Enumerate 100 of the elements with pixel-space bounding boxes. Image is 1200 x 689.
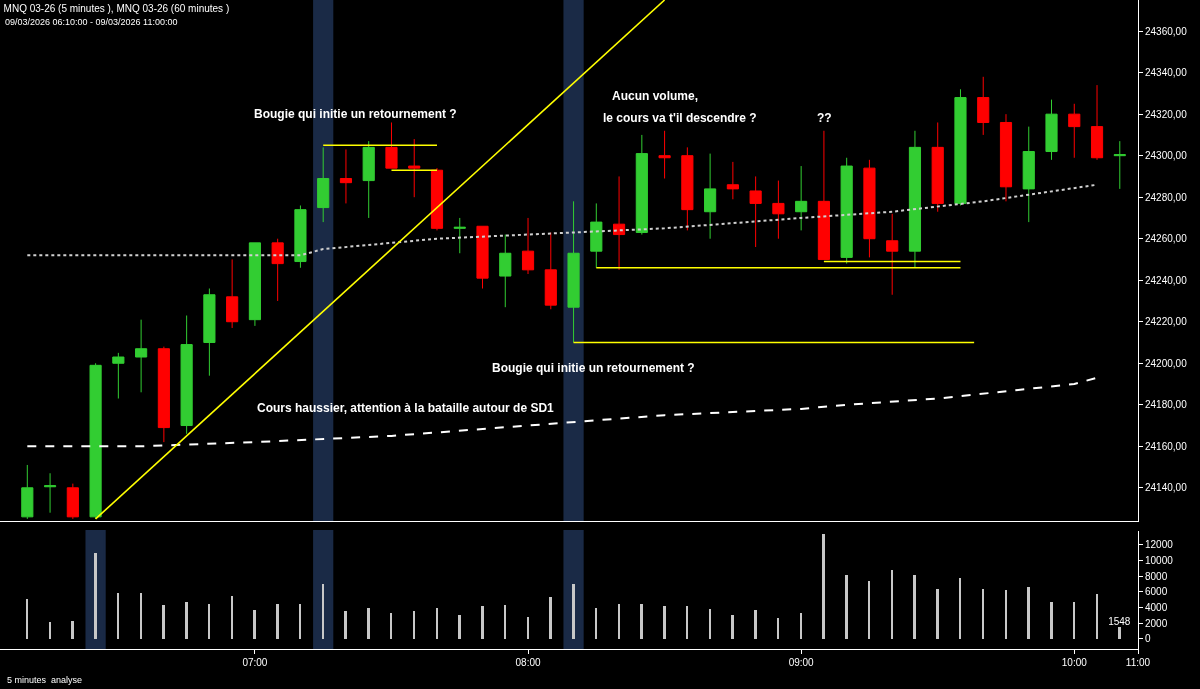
candlestick <box>908 130 922 269</box>
candlestick <box>567 200 580 343</box>
y-tick-label: 8000 <box>1145 570 1168 582</box>
candlestick <box>795 165 808 231</box>
candlestick <box>1068 103 1081 159</box>
y-tick-label: 24340,00 <box>1145 67 1188 79</box>
x-tick-label: 08:00 <box>515 657 541 668</box>
candlestick <box>863 159 876 258</box>
y-tick-label: 0 <box>1145 633 1151 645</box>
bar <box>504 605 506 639</box>
bar <box>208 604 210 639</box>
candlestick <box>521 217 535 275</box>
candlestick <box>544 231 557 310</box>
bar <box>1073 602 1075 639</box>
bar <box>367 608 370 639</box>
bar <box>231 596 233 639</box>
bar <box>344 611 347 639</box>
candlestick <box>590 202 603 269</box>
y-tick-label: 24320,00 <box>1145 108 1188 120</box>
y-tick-label: 2000 <box>1145 617 1168 629</box>
candlestick <box>180 315 193 435</box>
candlestick <box>112 352 125 400</box>
bar <box>162 605 165 639</box>
y-tick-label: 24220,00 <box>1145 316 1188 328</box>
bar <box>640 604 643 639</box>
annotation: Bougie qui initie un retournement ? <box>492 361 695 375</box>
bar <box>618 604 620 639</box>
x-tick-label: 11:00 <box>1125 657 1151 668</box>
candlestick <box>430 167 444 231</box>
bar <box>822 534 825 639</box>
candlestick <box>203 288 216 377</box>
bar <box>413 611 415 639</box>
y-tick-label: 24200,00 <box>1145 357 1188 369</box>
y-tick-label: 24260,00 <box>1145 233 1188 245</box>
y-tick-label: 24140,00 <box>1145 482 1188 494</box>
y-tick-label: 6000 <box>1145 586 1168 598</box>
candlestick <box>681 146 694 231</box>
candlestick <box>44 472 57 514</box>
bar <box>481 606 484 639</box>
candlestick <box>157 346 170 443</box>
bar <box>663 606 666 639</box>
candlestick <box>66 483 79 520</box>
bar <box>436 608 438 639</box>
candlestick <box>294 204 307 269</box>
candlestick <box>408 138 421 198</box>
y-tick-label: 10000 <box>1145 554 1174 566</box>
candlestick <box>476 225 489 290</box>
bar <box>1096 594 1098 639</box>
bar <box>276 604 279 639</box>
bar <box>185 602 188 639</box>
candlestick <box>817 130 830 260</box>
candlestick <box>1022 126 1035 223</box>
bar <box>549 597 552 639</box>
candlestick <box>362 140 375 219</box>
candlestick <box>726 161 739 200</box>
bar <box>322 584 324 639</box>
candlestick <box>226 258 239 329</box>
y-tick-label: 24240,00 <box>1145 274 1188 286</box>
annotation: le cours va t'il descendre ? <box>603 111 757 125</box>
bar <box>71 621 74 639</box>
candlestick <box>453 217 466 254</box>
annotation: Bougie qui initie un retournement ? <box>254 107 457 121</box>
bar <box>709 609 711 639</box>
candlestick <box>1090 84 1104 161</box>
bar <box>253 610 256 639</box>
x-tick-label: 07:00 <box>242 657 268 668</box>
bar <box>117 593 119 639</box>
bar <box>777 618 779 639</box>
annotation: Aucun volume, <box>612 89 699 103</box>
bar <box>982 589 984 639</box>
bar <box>94 553 97 639</box>
bar <box>731 615 734 639</box>
bar <box>936 589 939 639</box>
bar <box>595 608 597 639</box>
candlestick <box>271 238 284 302</box>
text: 1548 <box>1108 616 1131 627</box>
candlestick <box>339 148 353 204</box>
bar <box>845 575 848 639</box>
candlestick <box>886 213 899 296</box>
bar <box>1050 602 1053 639</box>
candlestick <box>1045 99 1058 161</box>
bar <box>26 599 28 639</box>
candlestick <box>931 121 944 213</box>
y-tick-label: 12000 <box>1145 539 1174 551</box>
candlestick <box>954 88 967 206</box>
candlestick <box>135 319 148 393</box>
candlestick <box>499 234 512 308</box>
bar <box>686 606 688 639</box>
candlestick <box>840 157 853 265</box>
bar <box>49 622 51 639</box>
bar <box>299 604 301 639</box>
candlestick <box>385 121 398 169</box>
x-tick-label: 09:00 <box>788 657 815 668</box>
bar <box>800 613 802 639</box>
text: 09/03/2026 06:10:00 - 09/03/2026 11:00:00 <box>5 17 178 27</box>
bar <box>527 617 529 639</box>
candlestick <box>248 242 261 327</box>
chart-title: MNQ 03-26 (5 minutes ), MNQ 03-26 (60 minutes ) <box>3 2 230 14</box>
candlestick <box>89 362 102 520</box>
annotation: ?? <box>817 111 832 125</box>
